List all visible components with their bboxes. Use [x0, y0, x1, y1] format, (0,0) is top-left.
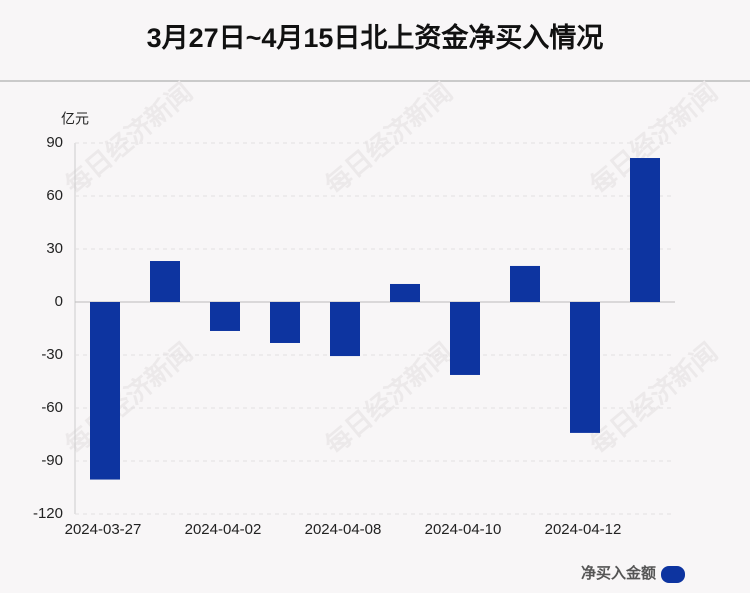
y-tick-label: -90	[41, 452, 63, 469]
y-tick-label: 30	[46, 240, 63, 257]
bar	[510, 265, 540, 302]
x-tick-label: 2024-03-27	[65, 521, 142, 538]
y-tick-label: -120	[33, 505, 63, 522]
y-tick-label: -60	[41, 399, 63, 416]
legend-swatch	[661, 566, 685, 583]
bar	[390, 283, 420, 302]
bar	[450, 302, 480, 375]
chart-title: 3月27日~4月15日北上资金净买入情况	[147, 22, 604, 53]
x-tick-label: 2024-04-08	[305, 521, 382, 538]
y-tick-label: 90	[46, 134, 63, 151]
bar	[150, 261, 180, 302]
bar	[630, 158, 660, 302]
x-tick-label: 2024-04-12	[545, 521, 622, 538]
x-tick-label: 2024-04-02	[185, 521, 262, 538]
bar	[210, 302, 240, 331]
x-tick-label: 2024-04-10	[425, 521, 502, 538]
bar	[570, 302, 600, 433]
y-unit: 亿元	[61, 111, 89, 127]
bar	[330, 302, 360, 357]
bar	[270, 302, 300, 343]
bar	[90, 302, 120, 480]
legend-label: 净买入金额	[581, 564, 656, 582]
y-tick-label: 60	[46, 187, 63, 204]
y-tick-label: -30	[41, 346, 63, 363]
y-tick-label: 0	[55, 293, 63, 310]
